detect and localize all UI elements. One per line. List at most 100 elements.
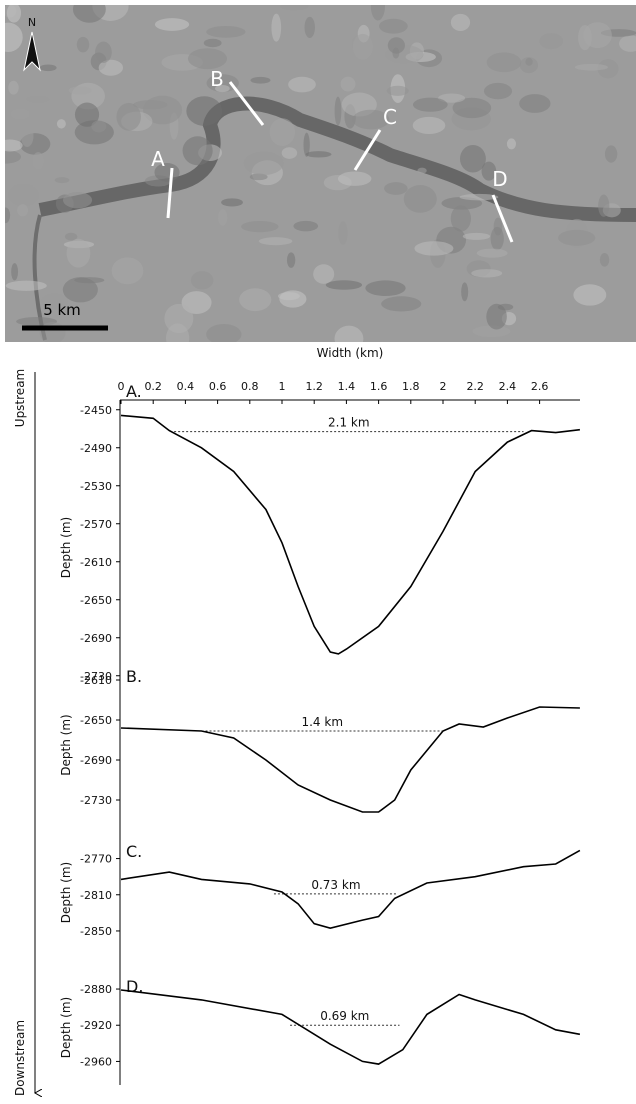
terrain-texture <box>574 63 609 71</box>
x-tick-label: 1.2 <box>305 380 323 393</box>
transect-label: D <box>492 167 507 191</box>
terrain-texture <box>166 323 190 342</box>
terrain-texture <box>95 41 112 63</box>
terrain-texture <box>370 5 386 21</box>
terrain-texture <box>206 324 242 342</box>
terrain-texture <box>384 182 408 195</box>
panel-label: B. <box>126 667 142 686</box>
transect-line <box>228 81 265 126</box>
image-overlay: N 5 km A B C D <box>22 16 514 331</box>
terrain-texture <box>483 82 513 100</box>
terrain-texture <box>68 86 92 95</box>
terrain-texture <box>154 163 180 182</box>
terrain-texture <box>249 173 268 181</box>
terrain-texture <box>5 139 23 152</box>
terrain-texture <box>258 237 293 246</box>
x-tick-label: 2.2 <box>466 380 484 393</box>
terrain-texture <box>271 13 282 42</box>
y-tick-label: -2450 <box>80 404 112 417</box>
terrain-texture <box>387 37 405 54</box>
terrain-texture <box>39 64 57 72</box>
terrain-texture <box>5 207 11 224</box>
terrain-texture <box>187 48 228 70</box>
terrain-texture <box>481 161 497 181</box>
terrain-texture <box>619 35 636 52</box>
width-label: 1.4 km <box>301 715 343 729</box>
terrain-texture <box>76 36 90 53</box>
panel-label: C. <box>126 842 142 861</box>
terrain-texture <box>7 183 40 207</box>
terrain-texture <box>243 151 284 176</box>
terrain-texture <box>379 18 408 34</box>
terrain-texture <box>313 264 335 284</box>
terrain-texture <box>450 13 471 32</box>
x-tick-label: 1.6 <box>370 380 388 393</box>
terrain-texture <box>32 152 45 170</box>
terrain-texture <box>206 74 239 93</box>
terrain-texture <box>598 194 610 217</box>
transect-label: B <box>210 67 224 91</box>
x-tick-label: 1 <box>279 380 286 393</box>
terrain-texture <box>519 57 539 74</box>
terrain-texture <box>10 108 30 120</box>
terrain-texture <box>62 192 93 209</box>
terrain-texture <box>304 16 315 39</box>
terrain-texture <box>472 325 511 338</box>
transect-line <box>491 194 514 243</box>
terrain-texture <box>334 325 364 342</box>
terrain-texture <box>365 280 406 297</box>
terrain-texture <box>417 167 427 174</box>
x-axis-title: Width (km) <box>317 346 384 360</box>
terrain-texture <box>269 118 296 146</box>
transect-label: C <box>383 105 397 129</box>
x-tick-label: 1.4 <box>338 380 356 393</box>
terrain-texture <box>490 226 504 251</box>
terrain-texture <box>5 149 22 164</box>
north-label: N <box>28 16 36 29</box>
terrain-texture <box>66 238 91 268</box>
terrain-texture <box>91 120 107 133</box>
terrain-texture <box>74 102 100 127</box>
x-tick-label: 2 <box>440 380 447 393</box>
terrain-texture <box>338 221 348 245</box>
y-tick-label: -2690 <box>80 754 112 767</box>
terrain-texture <box>450 205 471 232</box>
y-tick-label: -2730 <box>80 794 112 807</box>
terrain-texture <box>214 84 230 93</box>
terrain-texture <box>352 109 390 130</box>
panel-label: A. <box>126 382 142 401</box>
terrain-texture <box>462 232 491 240</box>
y-axis-title: Depth (m) <box>59 862 73 923</box>
terrain-texture <box>142 95 183 125</box>
terrain-texture <box>506 138 517 150</box>
terrain-texture <box>412 116 446 134</box>
terrain-texture <box>40 293 69 310</box>
terrain-texture <box>251 34 291 57</box>
terrain-texture <box>452 97 492 119</box>
y-axis-title: Depth (m) <box>59 714 73 775</box>
terrain-texture <box>26 95 50 103</box>
terrain-texture <box>250 76 271 84</box>
y-tick-label: -2850 <box>80 925 112 938</box>
y-tick-label: -2610 <box>80 674 112 687</box>
terrain-texture <box>206 25 246 38</box>
flow-end: Downstream <box>13 1020 27 1096</box>
depth-profile <box>120 414 580 655</box>
scale-bar-label: 5 km <box>43 301 81 319</box>
transect-label: A <box>151 147 165 171</box>
terrain-texture <box>471 269 503 278</box>
terrain-texture <box>604 145 618 163</box>
terrain-texture <box>54 177 70 184</box>
y-axis-title: Depth (m) <box>59 997 73 1058</box>
terrain-texture <box>558 229 596 246</box>
satellite-image <box>5 5 636 342</box>
terrain-texture <box>154 18 190 31</box>
depth-profile <box>120 706 580 813</box>
terrain-texture <box>203 38 222 48</box>
terrain-texture <box>111 257 144 285</box>
terrain-texture <box>539 33 564 50</box>
terrain-texture <box>56 119 66 129</box>
x-tick-label: 0.8 <box>241 380 259 393</box>
y-tick-label: -2770 <box>80 853 112 866</box>
